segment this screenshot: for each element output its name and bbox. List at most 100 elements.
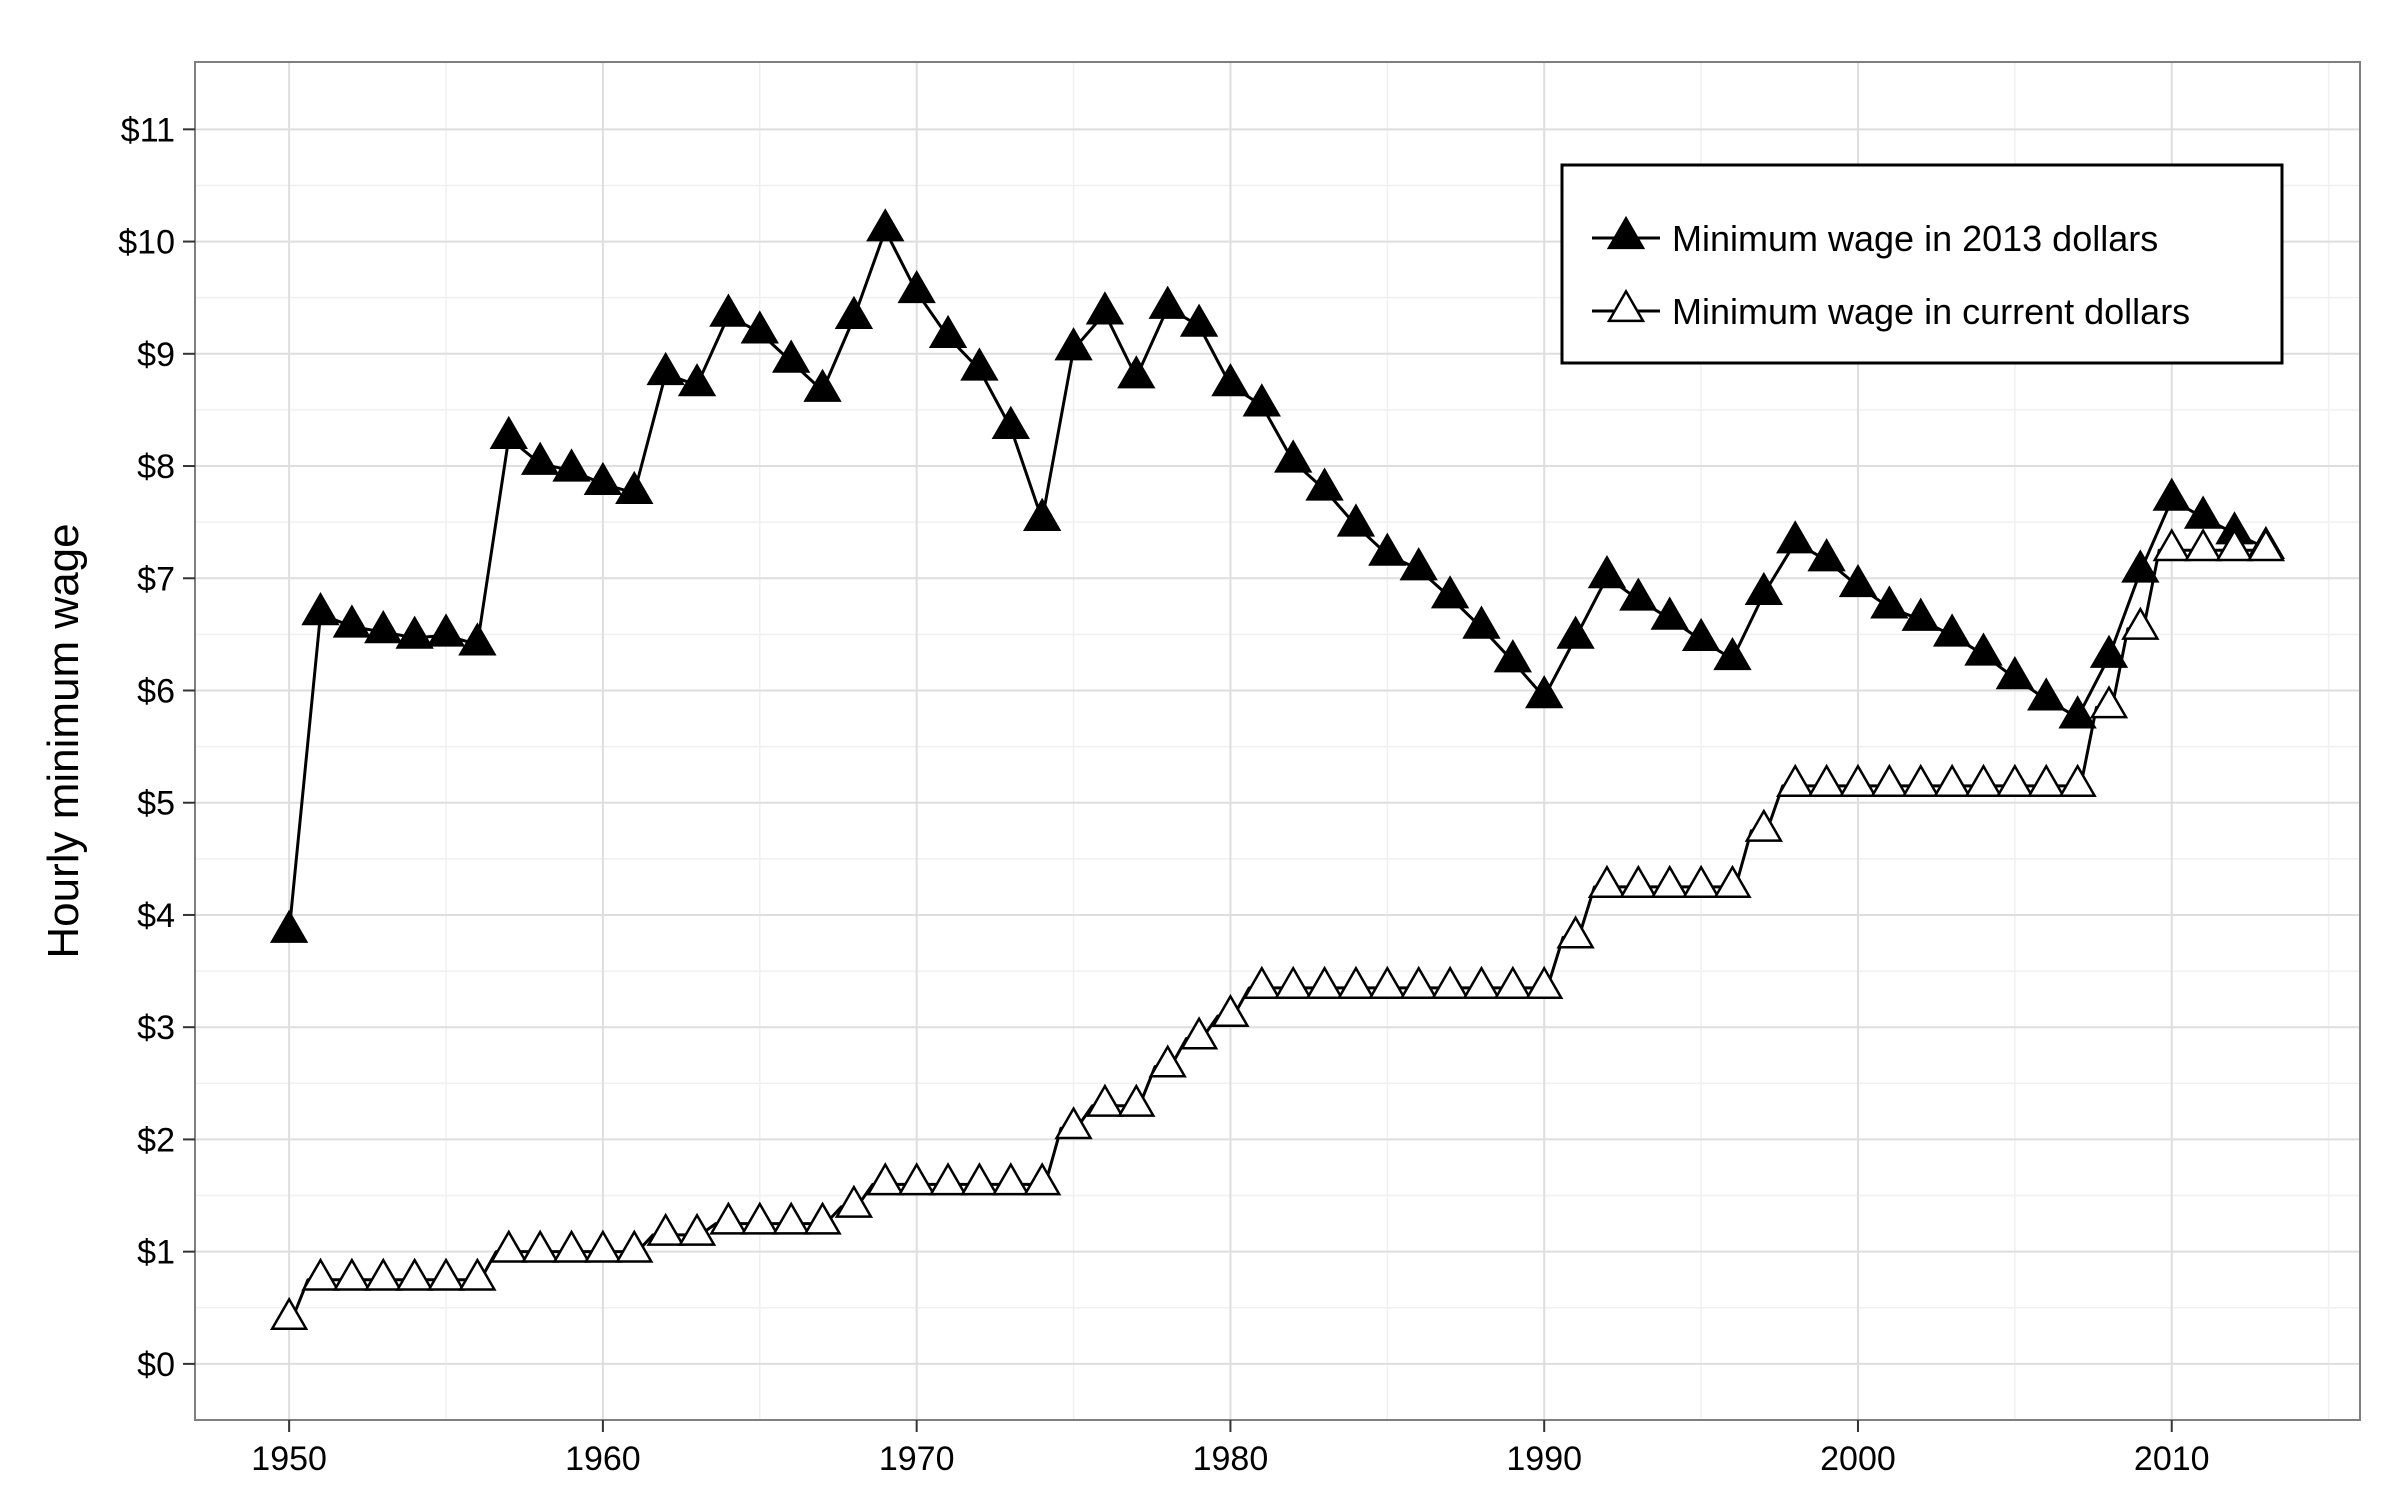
x-tick-label: 1960	[565, 1440, 641, 1478]
x-tick-label: 2010	[2134, 1440, 2210, 1478]
data-point-2013-dollars	[364, 610, 403, 644]
data-point-current-dollars	[2089, 685, 2129, 719]
data-point-current-dollars	[1242, 965, 1281, 999]
data-point-2013-dollars	[928, 314, 968, 349]
data-point-current-dollars	[1399, 965, 1438, 999]
data-point-2013-dollars	[489, 415, 528, 450]
y-tick-label: $3	[137, 1009, 175, 1047]
data-point-current-dollars	[740, 1201, 779, 1235]
data-point-2013-dollars	[2027, 677, 2066, 711]
data-point-2013-dollars	[834, 295, 874, 329]
y-tick-label: $4	[137, 897, 175, 935]
data-point-2013-dollars	[301, 592, 340, 626]
data-point-2013-dollars	[1901, 597, 1940, 631]
data-point-current-dollars	[2121, 606, 2160, 640]
data-point-current-dollars	[1179, 1016, 1219, 1050]
y-tick-label: $11	[121, 111, 175, 149]
y-tick-label: $2	[137, 1121, 175, 1159]
data-point-current-dollars	[2215, 528, 2254, 562]
data-point-current-dollars	[1148, 1044, 1187, 1078]
data-point-current-dollars	[395, 1257, 434, 1291]
data-point-current-dollars	[709, 1201, 748, 1235]
data-point-current-dollars	[2152, 528, 2191, 562]
data-point-2013-dollars	[1776, 520, 1815, 554]
series-markers	[269, 208, 2286, 1331]
data-point-current-dollars	[1117, 1083, 1156, 1117]
data-point-current-dollars	[1681, 864, 1721, 898]
data-point-2013-dollars	[1023, 497, 1062, 531]
data-point-2013-dollars	[520, 441, 560, 475]
y-tick-label: $9	[137, 336, 175, 374]
legend-box	[1560, 163, 2284, 365]
data-point-2013-dollars	[552, 448, 591, 482]
data-point-current-dollars	[866, 1162, 905, 1196]
legend: Minimum wage in 2013 dollars Minimum wage…	[1560, 163, 2284, 365]
data-point-current-dollars	[1650, 864, 1689, 898]
data-point-current-dollars	[552, 1229, 591, 1263]
data-point-2013-dollars	[960, 347, 999, 381]
data-point-2013-dollars	[426, 613, 466, 647]
data-point-2013-dollars	[1964, 632, 2003, 666]
data-point-2013-dollars	[2121, 549, 2160, 583]
data-point-2013-dollars	[709, 293, 748, 327]
y-tick-label: $8	[137, 448, 175, 486]
data-point-current-dollars	[332, 1257, 372, 1291]
data-point-current-dollars	[646, 1212, 685, 1246]
data-point-2013-dollars	[1179, 303, 1219, 337]
data-point-2013-dollars	[1744, 571, 1784, 606]
data-point-2013-dollars	[2183, 495, 2223, 529]
data-point-2013-dollars	[615, 470, 654, 505]
data-point-current-dollars	[364, 1257, 403, 1291]
data-point-current-dollars	[1305, 965, 1344, 999]
data-point-2013-dollars	[1117, 355, 1156, 389]
data-point-2013-dollars	[897, 269, 936, 304]
data-point-current-dollars	[1430, 965, 1470, 999]
data-point-current-dollars	[1901, 763, 1940, 797]
data-point-current-dollars	[1274, 965, 1313, 999]
data-point-2013-dollars	[1838, 563, 1878, 598]
data-point-current-dollars	[2058, 763, 2097, 797]
data-point-current-dollars	[489, 1229, 528, 1263]
data-point-current-dollars	[1556, 915, 1595, 949]
data-point-current-dollars	[1493, 965, 1532, 999]
data-point-current-dollars	[1023, 1162, 1062, 1196]
data-point-current-dollars	[960, 1162, 999, 1196]
data-point-2013-dollars	[1807, 538, 1846, 572]
data-point-current-dollars	[520, 1229, 560, 1263]
data-point-current-dollars	[1587, 864, 1627, 898]
data-point-current-dollars	[1462, 965, 1501, 999]
x-axis: 1950 1960 1970 1980 1990 2000 2010	[251, 1420, 2210, 1478]
data-point-current-dollars	[1964, 763, 2003, 797]
data-point-2013-dollars	[1274, 439, 1313, 473]
data-point-2013-dollars	[2058, 695, 2097, 729]
y-tick-label: $6	[137, 672, 175, 710]
data-point-2013-dollars	[1305, 467, 1344, 501]
data-point-current-dollars	[1054, 1106, 1093, 1140]
data-point-current-dollars	[1085, 1083, 1125, 1117]
data-point-current-dollars	[426, 1257, 466, 1291]
data-point-2013-dollars	[2152, 477, 2191, 511]
data-point-2013-dollars	[1462, 605, 1501, 639]
y-tick-label: $1	[137, 1234, 175, 1272]
legend-marker-open-triangle	[1606, 288, 1646, 323]
data-point-2013-dollars	[1995, 656, 2035, 690]
data-point-current-dollars	[897, 1162, 936, 1196]
data-point-current-dollars	[2027, 763, 2066, 797]
data-point-current-dollars	[803, 1201, 842, 1235]
x-tick-label: 1970	[879, 1440, 955, 1478]
data-point-current-dollars	[1336, 965, 1376, 999]
data-point-current-dollars	[2246, 528, 2286, 562]
data-point-2013-dollars	[866, 208, 905, 242]
data-point-current-dollars	[1776, 763, 1815, 797]
data-point-2013-dollars	[1085, 291, 1125, 325]
y-tick-label: $10	[118, 224, 175, 262]
data-point-current-dollars	[991, 1162, 1030, 1196]
data-point-current-dollars	[2183, 528, 2223, 562]
data-point-current-dollars	[1211, 993, 1250, 1028]
data-point-current-dollars	[615, 1229, 654, 1263]
data-point-current-dollars	[1713, 864, 1752, 898]
data-point-2013-dollars	[1399, 547, 1438, 581]
data-point-current-dollars	[1807, 763, 1846, 797]
data-point-current-dollars	[1525, 965, 1564, 999]
